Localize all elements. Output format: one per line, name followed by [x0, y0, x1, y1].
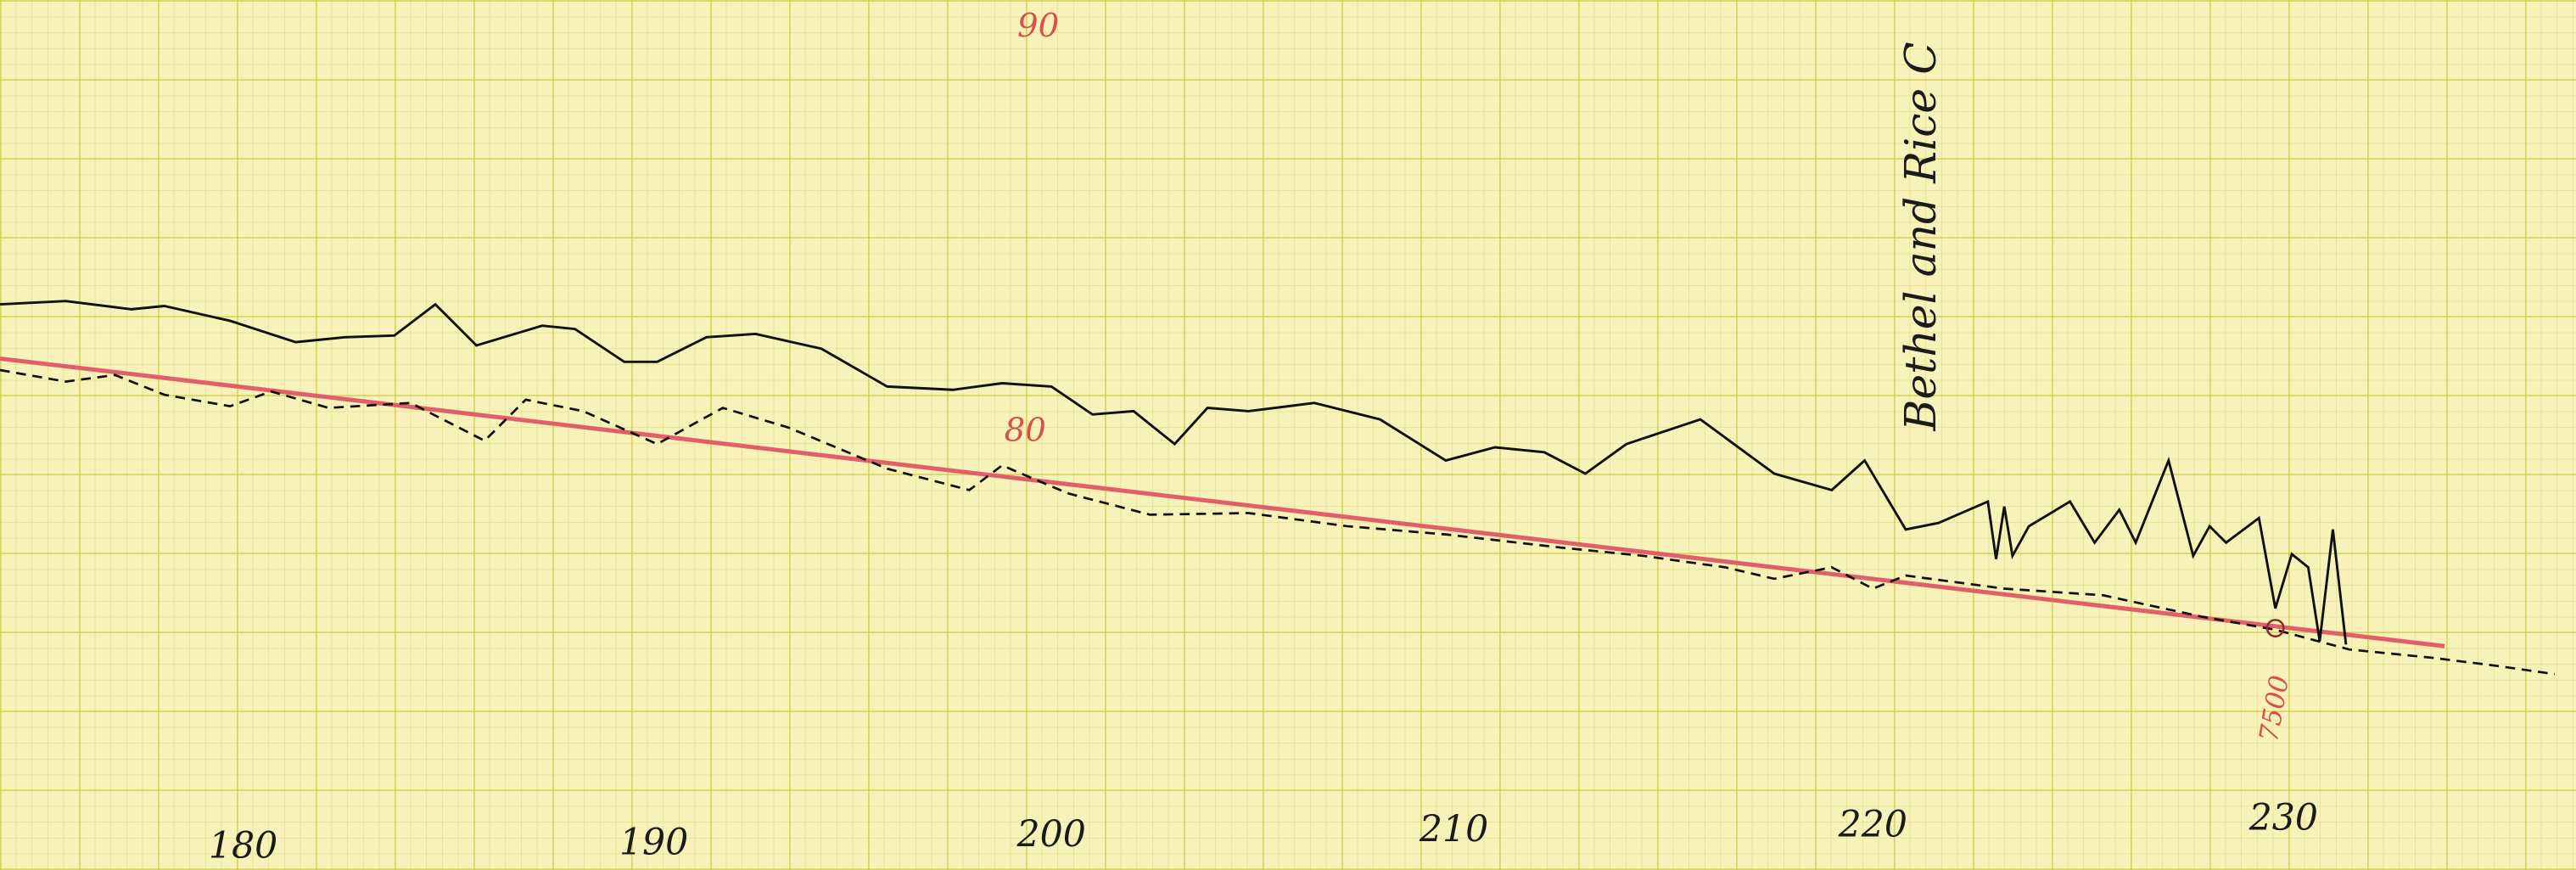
elevation-label: 90 — [1017, 7, 1059, 45]
grade-line — [0, 358, 2444, 646]
graph-paper: 90 80 Bethel and Rice C 7500 180 190 200… — [0, 0, 2576, 870]
place-name: Bethel and Rice C — [1896, 42, 1946, 431]
station-label: 210 — [1419, 809, 1488, 851]
profile-drawing: 90 80 Bethel and Rice C 7500 180 190 200… — [0, 0, 2576, 870]
station-label: 190 — [619, 822, 688, 864]
station-note: 7500 — [2254, 673, 2295, 744]
elevation-label: 80 — [1005, 411, 1046, 449]
station-label: 180 — [209, 825, 277, 867]
station-label: 200 — [1016, 814, 1086, 856]
station-label: 230 — [2248, 797, 2318, 839]
station-label: 220 — [1838, 804, 1907, 846]
dashed-profile — [0, 370, 2555, 674]
